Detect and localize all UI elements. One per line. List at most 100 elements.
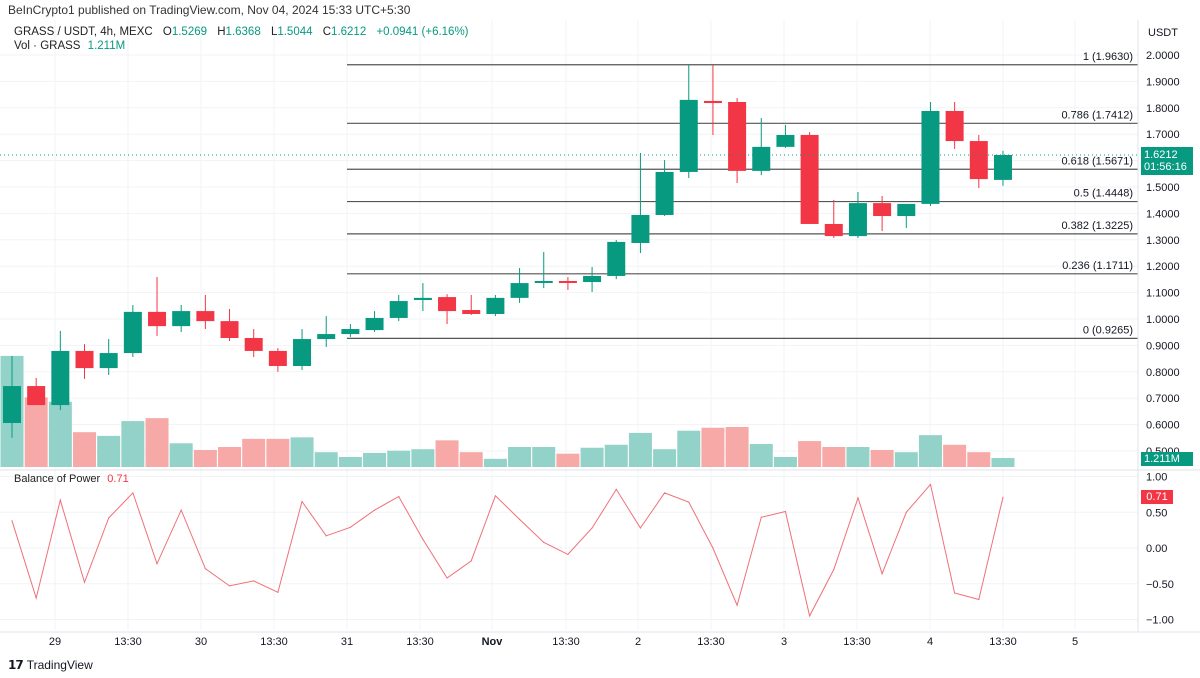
candle-body [728, 101, 747, 171]
volume-bar [242, 438, 266, 467]
candle [3, 355, 21, 438]
bop-line [11, 483, 1004, 618]
candle [268, 348, 287, 372]
candle-body [679, 99, 698, 172]
high-label: H [217, 26, 226, 38]
fib-level-label: 1 (1.9630) [1083, 51, 1133, 63]
volume-tag: 1.211M [1141, 452, 1193, 466]
volume-bar [387, 450, 411, 467]
price-tick-label: 1.3000 [1146, 235, 1180, 247]
candle-body [969, 141, 988, 180]
volume-legend: Vol · GRASS 1.211M [14, 40, 125, 52]
bop-point [301, 500, 303, 503]
current-price: 1.6212 [1144, 149, 1178, 161]
time-tick-label: 29 [49, 636, 61, 648]
volume-bar [48, 401, 72, 467]
candle [824, 199, 843, 238]
candle [993, 150, 1012, 186]
candle-body [776, 134, 795, 147]
price-tick-label: 0.9000 [1146, 340, 1180, 352]
bop-tick-label: −1.00 [1146, 615, 1174, 627]
candle-body [196, 311, 215, 322]
candle [752, 118, 771, 176]
volume-bar [580, 447, 604, 467]
symbol-title[interactable]: GRASS / USDT, 4h, MEXC [14, 26, 153, 38]
bop-point [277, 591, 279, 593]
publisher-line: BeInCrypto1 published on TradingView.com… [8, 3, 411, 17]
bop-point [59, 499, 61, 501]
candle-body [51, 350, 70, 406]
price-tick-label: 1.2000 [1146, 261, 1180, 273]
volume-bar [556, 453, 580, 467]
fibonacci-retracement[interactable]: 1 (1.9630) 0.786 (1.7412) 0.618 (1.5671) 0.… [347, 51, 1138, 340]
bop-point [228, 585, 231, 587]
symbol-legend: GRASS / USDT, 4h, MEXC O1.5269 H1.6368 L… [14, 26, 469, 38]
axes: 2.00001.90001.80001.70001.60001.50001.40… [0, 20, 1200, 648]
fib-level-label: 0.618 (1.5671) [1061, 155, 1133, 167]
fib-level-label: 0.236 (1.1711) [1062, 260, 1133, 272]
volume-bar [943, 444, 967, 467]
bop-point [905, 511, 907, 513]
volume-bar [145, 418, 169, 467]
candle-body [293, 339, 312, 366]
candle [945, 101, 964, 149]
low-value: 1.5044 [277, 26, 313, 38]
bop-point [567, 553, 569, 556]
candle [583, 266, 602, 293]
currency-label[interactable]: USDT [1148, 27, 1178, 39]
price-tick-label: 0.8000 [1146, 367, 1180, 379]
tradingview-brand[interactable]: 𝟭𝟳 TradingView [8, 658, 93, 672]
volume-bar [701, 427, 725, 467]
candle [293, 329, 312, 370]
candle-body [220, 321, 239, 339]
bop-point [373, 509, 376, 511]
bop-point [954, 592, 956, 594]
current-price-tag: 1.6212 01:56:16 [1141, 147, 1193, 175]
bop-point [11, 520, 13, 522]
candle-body [75, 350, 94, 369]
volume-bar [24, 397, 48, 467]
candle [510, 268, 529, 303]
volume-bar [677, 430, 701, 467]
candle-body [921, 110, 940, 204]
candle [462, 294, 481, 316]
bop-label[interactable]: Balance of Power [14, 473, 101, 485]
volume-bar [894, 452, 918, 467]
candle-body [752, 146, 771, 171]
price-tick-label: 1.7000 [1146, 129, 1180, 141]
fib-level-label: 0.382 (1.3225) [1061, 220, 1133, 232]
candle-body [99, 353, 118, 369]
candle-body [462, 310, 481, 314]
bop-tag: 0.71 [1141, 490, 1173, 504]
candle-body [317, 334, 336, 340]
volume-bar [628, 432, 652, 467]
volume-bar [314, 452, 338, 467]
candle [969, 134, 988, 189]
candle [27, 377, 46, 406]
candle-body [389, 301, 408, 318]
candle [220, 308, 239, 341]
time-tick-label: 3 [781, 636, 787, 648]
candle-body [244, 338, 263, 351]
candle [534, 251, 553, 289]
volume-bars [0, 355, 1015, 467]
close-value: 1.6212 [331, 26, 367, 38]
candle [413, 283, 432, 312]
bop-point [204, 568, 206, 570]
volume-bar [459, 452, 483, 467]
volume-label[interactable]: Vol · GRASS [14, 40, 81, 52]
candle-body [558, 280, 577, 283]
fib-level-label: 0.5 (1.4448) [1074, 188, 1133, 200]
volume-bar [967, 452, 991, 467]
bop-tick-label: 1.00 [1146, 472, 1167, 484]
candle [75, 344, 94, 379]
volume-bar [870, 449, 894, 467]
volume-bar [97, 435, 121, 467]
bop-point [518, 518, 521, 521]
candle [438, 294, 457, 325]
bar-countdown: 01:56:16 [1144, 161, 1187, 173]
candle-body [365, 317, 384, 331]
bop-point [83, 581, 86, 583]
candle [196, 294, 215, 330]
